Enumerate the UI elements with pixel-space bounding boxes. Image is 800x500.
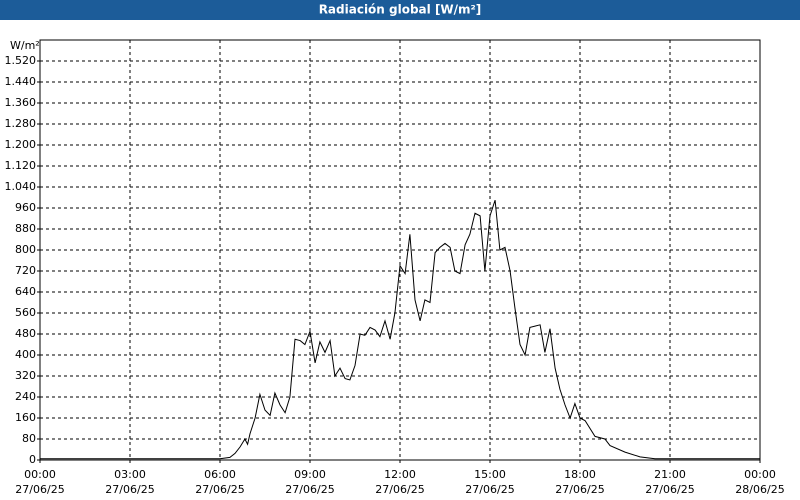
x-tick-date: 27/06/25 <box>195 483 244 496</box>
x-tick-date: 27/06/25 <box>285 483 334 496</box>
y-tick-label: 1.280 <box>5 117 37 130</box>
y-tick-label: 1.040 <box>5 180 37 193</box>
x-tick-date: 27/06/25 <box>465 483 514 496</box>
y-tick-label: 80 <box>22 432 36 445</box>
y-tick-label: 560 <box>15 306 36 319</box>
y-tick-label: 640 <box>15 285 36 298</box>
y-tick-label: 880 <box>15 222 36 235</box>
y-tick-label: 1.440 <box>5 75 37 88</box>
x-tick-label: 12:00 <box>384 468 416 481</box>
chart-title: Radiación global [W/m²] <box>319 3 482 17</box>
x-tick-date: 27/06/25 <box>105 483 154 496</box>
x-tick-date: 28/06/25 <box>735 483 784 496</box>
x-tick-label: 21:00 <box>654 468 686 481</box>
plot-border <box>39 39 761 461</box>
y-tick-label: 1.520 <box>5 54 37 67</box>
y-tick-label: 960 <box>15 201 36 214</box>
x-tick-label: 09:00 <box>294 468 326 481</box>
y-tick-label: 320 <box>15 369 36 382</box>
x-tick-date: 27/06/25 <box>375 483 424 496</box>
x-tick-label: 00:00 <box>24 468 56 481</box>
x-tick-date: 27/06/25 <box>645 483 694 496</box>
x-tick-date: 27/06/25 <box>555 483 604 496</box>
title-bar <box>0 0 800 20</box>
y-tick-label: 160 <box>15 411 36 424</box>
y-tick-label: 480 <box>15 327 36 340</box>
x-tick-label: 03:00 <box>114 468 146 481</box>
data-line <box>40 199 760 460</box>
y-tick-label: 720 <box>15 264 36 277</box>
y-tick-label: 240 <box>15 390 36 403</box>
x-tick-label: 18:00 <box>564 468 596 481</box>
y-tick-label: 1.360 <box>5 96 37 109</box>
y-tick-label: 1.200 <box>5 138 37 151</box>
x-tick-label: 15:00 <box>474 468 506 481</box>
x-tick-date: 27/06/25 <box>15 483 64 496</box>
y-tick-label: 400 <box>15 348 36 361</box>
x-tick-label: 00:00 <box>744 468 776 481</box>
x-tick-label: 06:00 <box>204 468 236 481</box>
y-tick-label: 800 <box>15 243 36 256</box>
y-tick-label: 1.120 <box>5 159 37 172</box>
y-tick-label: 0 <box>29 453 36 466</box>
y-axis-label: W/m² <box>10 39 40 52</box>
